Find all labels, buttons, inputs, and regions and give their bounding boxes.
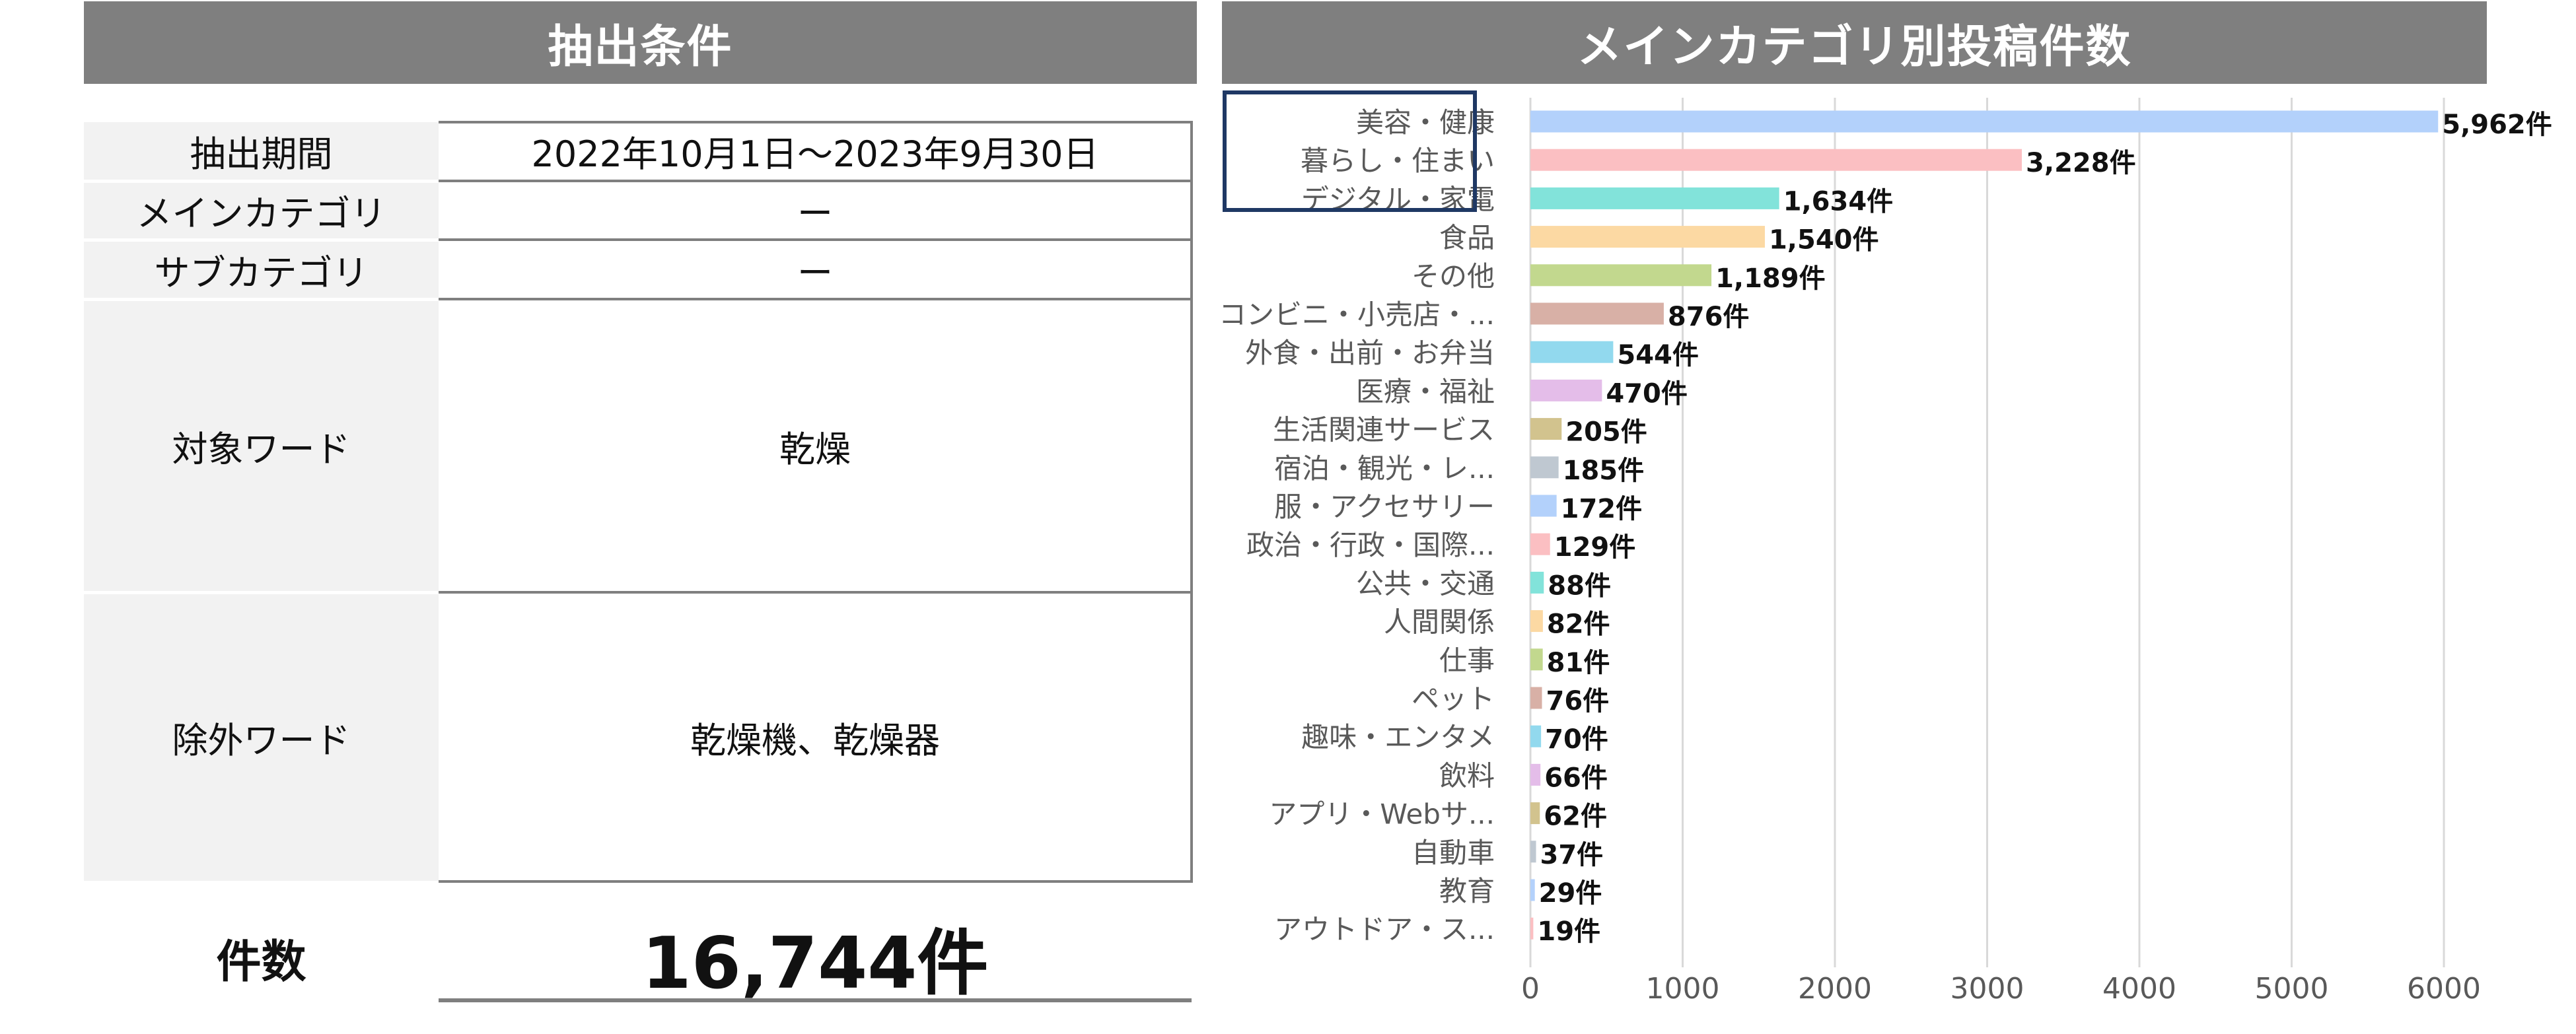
bar — [1530, 149, 2022, 171]
main-category-value: ー — [797, 193, 833, 234]
x-tick-label: 5000 — [2255, 972, 2329, 1006]
category-label: 美容・健康 — [1356, 106, 1495, 139]
value-label: 3,228件 — [2026, 148, 2136, 178]
period-label: 抽出期間 — [84, 122, 439, 180]
category-label: コンビニ・小売店・... — [1219, 298, 1495, 331]
category-bar-chart: 美容・健康暮らし・住まいデジタル・家電食品その他コンビニ・小売店・...外食・出… — [1219, 98, 2552, 1006]
category-label: 自動車 — [1412, 837, 1495, 869]
category-label: ペット — [1412, 683, 1495, 715]
category-label: 趣味・エンタメ — [1301, 721, 1495, 753]
bar — [1530, 456, 1559, 479]
bar — [1530, 187, 1779, 209]
bar — [1530, 802, 1540, 825]
table-border — [439, 298, 1192, 300]
bar — [1530, 379, 1602, 401]
target-word-value: 乾燥 — [779, 428, 851, 470]
category-label: 服・アクセサリー — [1274, 491, 1495, 523]
value-label: 172件 — [1561, 494, 1643, 524]
category-label: 食品 — [1439, 222, 1495, 254]
count-value: 16,744件 — [641, 922, 989, 1005]
sub-category-value: ー — [797, 252, 833, 294]
bar — [1530, 648, 1543, 671]
table-border — [439, 180, 1192, 182]
table-border — [439, 121, 1192, 123]
category-label: 外食・出前・お弁当 — [1245, 337, 1495, 369]
value-label: 88件 — [1548, 570, 1611, 601]
value-label: 37件 — [1540, 840, 1604, 870]
bar — [1530, 687, 1542, 709]
highlight-box — [1223, 90, 1477, 212]
bar — [1530, 763, 1541, 786]
category-label: 教育 — [1439, 875, 1495, 907]
category-label: アプリ・Webサ... — [1269, 798, 1495, 831]
value-label: 876件 — [1668, 302, 1750, 332]
bar — [1530, 841, 1536, 863]
category-label: 宿泊・観光・レ... — [1274, 452, 1495, 485]
value-label: 470件 — [1606, 378, 1688, 409]
bar — [1530, 917, 1534, 940]
x-tick-label: 1000 — [1646, 972, 1720, 1006]
bar — [1530, 341, 1614, 363]
value-label: 544件 — [1617, 340, 1699, 370]
category-label: 人間関係 — [1384, 606, 1495, 638]
value-label: 82件 — [1547, 609, 1610, 640]
table-border — [439, 591, 1192, 594]
category-label: 政治・行政・国際... — [1246, 529, 1495, 561]
period-value: 2022年10月1日～2023年9月30日 — [531, 133, 1099, 175]
category-label: アウトドア・ス... — [1274, 913, 1495, 946]
value-label: 19件 — [1537, 916, 1600, 947]
bar — [1530, 571, 1544, 594]
table-border — [439, 880, 1192, 883]
bar — [1530, 110, 2439, 133]
x-tick-label: 4000 — [2102, 972, 2176, 1006]
excluded-word-label: 除外ワード — [84, 594, 439, 881]
category-label: 仕事 — [1439, 644, 1495, 677]
x-tick-label: 6000 — [2407, 972, 2481, 1006]
value-label: 1,189件 — [1715, 263, 1826, 294]
value-label: 129件 — [1554, 532, 1636, 563]
category-label: その他 — [1412, 260, 1495, 293]
value-label: 81件 — [1547, 648, 1610, 678]
sub-category-label: サブカテゴリ — [84, 241, 439, 298]
x-tick-label: 2000 — [1798, 972, 1872, 1006]
value-label: 62件 — [1544, 802, 1607, 832]
category-label: 生活関連サービス — [1273, 414, 1495, 446]
value-label: 70件 — [1545, 724, 1608, 755]
extraction-conditions-header: 抽出条件 — [84, 1, 1197, 84]
category-label: 公共・交通 — [1356, 567, 1495, 600]
value-label: 1,634件 — [1783, 186, 1894, 217]
value-label: 1,540件 — [1769, 225, 1879, 256]
value-label: 185件 — [1563, 456, 1645, 486]
category-label: 医療・福祉 — [1356, 375, 1495, 407]
target-word-label: 対象ワード — [84, 300, 439, 591]
bar — [1530, 418, 1562, 440]
bar — [1530, 495, 1557, 517]
table-border — [439, 238, 1192, 241]
count-underline — [439, 998, 1192, 1002]
category-label: 飲料 — [1439, 759, 1495, 792]
excluded-word-value: 乾燥機、乾燥器 — [690, 720, 940, 761]
count-label: 件数 — [216, 936, 306, 988]
bar — [1530, 302, 1664, 325]
value-label: 66件 — [1544, 763, 1608, 793]
bar — [1530, 264, 1712, 287]
chart-header: メインカテゴリ別投稿件数 — [1222, 1, 2487, 84]
x-tick-label: 0 — [1521, 972, 1540, 1006]
value-label: 76件 — [1546, 686, 1610, 716]
x-tick-label: 3000 — [1950, 972, 2024, 1006]
main-category-label: メインカテゴリ — [84, 182, 439, 238]
table-border — [1190, 121, 1193, 883]
bar — [1530, 226, 1765, 248]
value-label: 29件 — [1539, 878, 1602, 909]
bar — [1530, 533, 1550, 555]
value-label: 5,962件 — [2442, 110, 2552, 140]
value-label: 205件 — [1565, 417, 1647, 448]
category-label: 暮らし・住まい — [1301, 145, 1495, 177]
bar — [1530, 725, 1542, 747]
bar — [1530, 610, 1543, 633]
bar — [1530, 879, 1535, 901]
